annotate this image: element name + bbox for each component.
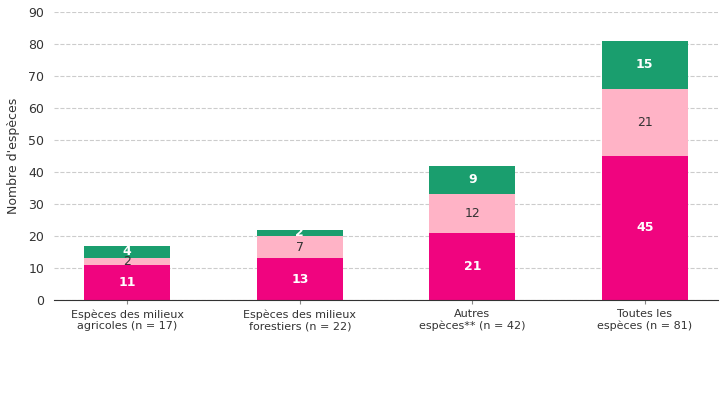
Text: 2: 2 [123,255,131,268]
Text: 15: 15 [636,58,653,71]
Bar [84,265,170,300]
Text: 12: 12 [465,207,480,220]
Bar [84,246,170,258]
Bar [257,258,343,300]
Bar [429,166,515,194]
Text: 9: 9 [468,174,476,186]
Bar [84,258,170,265]
Text: 7: 7 [296,241,304,254]
Bar [602,41,688,89]
Bar [257,236,343,258]
Text: 11: 11 [119,276,136,289]
Text: 21: 21 [637,116,652,129]
Legend: En augmentation, Stable, En diminution: En augmentation, Stable, En diminution [218,398,555,400]
Text: 45: 45 [636,222,653,234]
Y-axis label: Nombre d'espèces: Nombre d'espèces [7,98,20,214]
Bar [429,233,515,300]
Text: 4: 4 [123,246,132,258]
Bar [602,89,688,156]
Text: 13: 13 [291,273,308,286]
Bar [257,230,343,236]
Text: 21: 21 [463,260,481,273]
Bar [602,156,688,300]
Bar [429,194,515,233]
Text: 2: 2 [295,226,304,239]
